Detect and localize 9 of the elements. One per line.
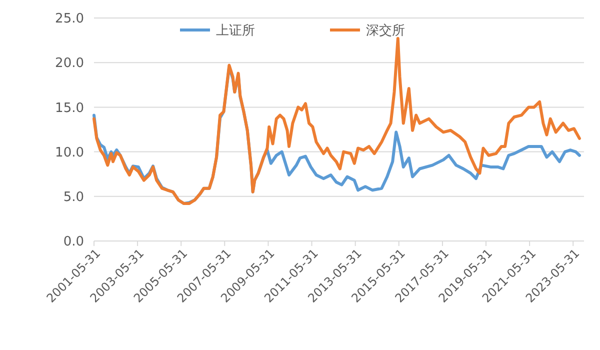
y-tick-label: 10.0 [55,145,84,160]
y-tick-label: 0.0 [63,234,84,250]
y-tick-label: 15.0 [55,100,84,116]
legend-label: 深交所 [366,22,405,39]
y-tick-label: 5.0 [63,190,84,205]
y-tick-label: 20.0 [55,56,84,72]
line-series [92,37,581,206]
y-tick-label: 25.0 [55,12,84,27]
legend-label: 上证所 [216,24,255,39]
